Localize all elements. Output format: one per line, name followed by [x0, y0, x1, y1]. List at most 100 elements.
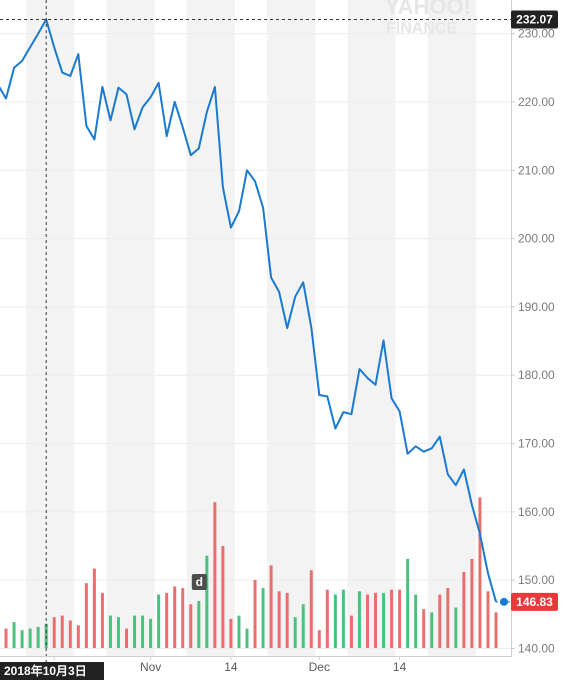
y-tick-label: 180.00 [518, 368, 555, 382]
week-band [186, 0, 235, 656]
y-tick-label: 190.00 [518, 300, 555, 314]
volume-bar [68, 620, 72, 648]
volume-bar [406, 558, 410, 648]
volume-bar [4, 628, 8, 648]
x-tick-label: Nov [140, 660, 161, 674]
volume-bar [181, 588, 185, 648]
volume-bar [325, 589, 329, 648]
volume-bar [365, 594, 369, 648]
x-tick-label: Dec [309, 660, 330, 674]
volume-bar [44, 623, 48, 648]
week-band [347, 0, 396, 656]
volume-bar [28, 628, 32, 648]
volume-bar [422, 609, 426, 648]
volume-bar [116, 617, 120, 648]
y-tick-label: 140.00 [518, 642, 555, 656]
x-tick-label: 14 [224, 660, 238, 674]
volume-bar [141, 615, 145, 648]
price-line [0, 18, 497, 603]
crosshair-price-label: 232.07 [516, 12, 553, 26]
week-band [267, 0, 316, 656]
volume-bar [237, 615, 241, 648]
volume-bar [36, 626, 40, 648]
volume-bar [108, 615, 112, 648]
yahoo-finance-watermark: YAHOO! FINANCE [385, 0, 471, 37]
volume-bar [76, 625, 80, 648]
volume-bar [12, 622, 16, 648]
x-tick-label: 14 [393, 660, 407, 674]
crosshair-date-tag [0, 662, 104, 680]
week-band [427, 0, 476, 656]
volume-bar [60, 615, 64, 648]
y-axis: 140.00 150.00 160.00 170.00 180.00 190.00 200.… [511, 0, 555, 657]
volume-bar [92, 568, 96, 648]
volume-bar [245, 628, 249, 648]
volume-bar [357, 591, 361, 648]
volume-bar [165, 592, 169, 648]
volume-bar [486, 591, 490, 648]
volume-bar [317, 630, 321, 648]
volume-bar [221, 545, 225, 648]
volume-bar [229, 618, 233, 648]
volume-bar [269, 565, 273, 648]
y-tick-label: 170.00 [518, 437, 555, 451]
volume-bar [149, 618, 153, 648]
volume-bar [205, 555, 209, 648]
volume-bar [189, 604, 193, 648]
y-tick-label: 230.00 [518, 27, 555, 41]
volume-bar [197, 601, 201, 648]
y-tick-label: 220.00 [518, 95, 555, 109]
volume-bar [333, 594, 337, 648]
volume-bar [382, 592, 386, 648]
volume-bar [125, 628, 129, 648]
volume-bar [84, 583, 88, 648]
volume-bar [20, 630, 24, 648]
volume-bar [293, 617, 297, 648]
crosshair [0, 0, 511, 665]
y-tick-label: 160.00 [518, 505, 555, 519]
last-price-label: 146.83 [516, 595, 553, 609]
y-tick-label: 210.00 [518, 163, 555, 177]
volume-bar [398, 589, 402, 648]
volume-bar [277, 591, 281, 648]
volume-bar [478, 497, 482, 648]
last-price-dot [500, 597, 508, 606]
weekly-bands [26, 0, 476, 656]
volume-bar [414, 594, 418, 648]
crosshair-price-tag [511, 10, 558, 29]
volume-bar [494, 612, 498, 648]
volume-bar [446, 588, 450, 648]
volume-bar [390, 589, 394, 648]
volume-bar [470, 558, 474, 648]
volume-bar [301, 604, 305, 648]
markers: 232.07 2018年10月3日 146.83 d [0, 10, 558, 680]
volume-bars [4, 497, 498, 648]
dividend-marker-label: d [196, 575, 203, 589]
dividend-marker [191, 574, 207, 590]
volume-bar [438, 594, 442, 648]
crosshair-date-label: 2018年10月3日 [4, 663, 87, 678]
watermark-line1: YAHOO! [385, 0, 471, 19]
y-tick-label: 200.00 [518, 232, 555, 246]
y-tick-label: 150.00 [518, 573, 555, 587]
volume-bar [100, 592, 104, 648]
volume-bar [285, 592, 289, 648]
price-line-group [0, 18, 497, 603]
volume-bar [309, 570, 313, 648]
volume-bar [133, 615, 137, 648]
volume-bar [430, 612, 434, 648]
volume-bar [374, 592, 378, 648]
last-price-tag [511, 592, 558, 611]
volume-bar [454, 607, 458, 648]
volume-bar [349, 615, 353, 648]
volume-bar [261, 588, 265, 648]
volume-bar [52, 617, 56, 648]
week-band [26, 0, 75, 656]
volume-bar [253, 579, 257, 648]
volume-bar [173, 586, 177, 648]
volume-bar [462, 571, 466, 648]
volume-bar [341, 589, 345, 648]
volume-bar [157, 594, 161, 648]
